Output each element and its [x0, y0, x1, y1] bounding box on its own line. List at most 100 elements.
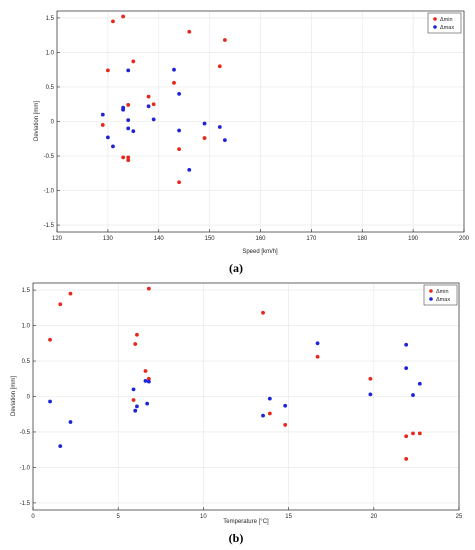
y-tick-label-a: 0 — [51, 120, 55, 126]
y-ticks-a: 1.5 1.0 0.5 0 -0.5 -1.0 -1.5 — [44, 16, 60, 229]
dmin-point-b — [146, 376, 151, 381]
dmax-point-b — [411, 393, 415, 397]
y-axis-label-a: Deviation [mm] — [34, 101, 40, 141]
dmin-point-a — [100, 123, 105, 127]
dmax-point-a — [100, 112, 105, 117]
y-tick-label-b: -1.0 — [20, 465, 31, 471]
y-tick-label-b: 0 — [27, 395, 31, 401]
legend-marker-dmax-a — [433, 25, 437, 29]
dmax-point-b — [135, 404, 139, 409]
dmax-point-a — [111, 144, 115, 149]
x-tick-label-b: 15 — [285, 514, 292, 520]
dmax-point-b — [283, 403, 288, 408]
y-tick-label-b: 1.0 — [22, 324, 31, 330]
x-tick-label-a: 150 — [205, 236, 216, 242]
chart-b: 0 5 10 15 20 25 1.5 1.0 0.5 0 -0.5 -1.0 -1.5 Temper… — [11, 282, 463, 545]
dmax-point-a — [177, 128, 182, 133]
dmin-point-b — [131, 398, 136, 402]
y-tick-label-a: 1.5 — [46, 16, 55, 22]
dmin-point-b — [68, 291, 73, 296]
y-tick-label-b: -1.5 — [20, 501, 31, 507]
y-tick-label-b: 0.5 — [22, 359, 31, 365]
dmin-point-b — [135, 332, 139, 337]
dmin-point-a — [187, 29, 192, 34]
dmin-point-a — [126, 158, 131, 163]
dmin-point-b — [267, 411, 272, 416]
legend-marker-dmin-a — [433, 17, 437, 21]
dmax-point-a — [151, 117, 156, 122]
dmax-point-a — [172, 67, 176, 72]
legend-label-dmin-a: Δmin — [440, 17, 453, 23]
dmax-point-b — [48, 399, 52, 404]
chart-a: 120 130 140 150 160 170 180 190 200 1.5 1.0 0.5 0 -0… — [34, 10, 470, 275]
dmin-point-a — [126, 155, 131, 160]
y-tick-label-a: 1.0 — [46, 50, 55, 56]
dmin-point-a — [121, 14, 126, 19]
points-a — [100, 14, 227, 185]
y-tick-label-b: 1.5 — [22, 288, 31, 294]
dmin-point-b — [146, 286, 151, 291]
axes-frame-b — [32, 282, 460, 511]
x-ticks-a: 120 130 140 150 160 170 180 190 200 — [52, 229, 470, 242]
dmin-point-b — [411, 431, 415, 436]
x-axis-label-a: Speed [km/h] — [242, 249, 278, 255]
dmax-point-b — [133, 408, 138, 413]
dmin-point-a — [131, 59, 136, 64]
dmin-point-a — [172, 80, 176, 85]
dmin-point-b — [368, 376, 373, 381]
dmin-point-a — [202, 136, 207, 140]
x-tick-label-b: 25 — [456, 514, 463, 520]
dmax-point-b — [315, 341, 320, 346]
dmax-point-a — [105, 135, 110, 140]
y-tick-label-a: -1.5 — [44, 223, 55, 229]
x-tick-label-a: 200 — [459, 236, 470, 242]
y-tick-label-a: -0.5 — [44, 154, 55, 160]
legend-marker-dmin-b — [429, 289, 433, 293]
dmax-point-b — [404, 366, 409, 371]
axes-frame-a — [56, 10, 465, 233]
legend-a: Δmin Δmax — [427, 12, 462, 34]
dmin-point-b — [404, 457, 409, 461]
dmax-point-a — [126, 126, 131, 131]
dmin-point-b — [261, 310, 265, 315]
dmin-point-a — [177, 180, 182, 185]
dmax-point-a — [202, 121, 207, 126]
dmin-point-a — [217, 64, 222, 69]
y-tick-label-a: 0.5 — [46, 85, 55, 91]
dmin-point-a — [111, 19, 115, 24]
dmax-point-a — [126, 118, 131, 123]
x-tick-label-a: 140 — [154, 236, 165, 242]
dmin-point-b — [58, 302, 63, 307]
legend-marker-dmax-b — [429, 297, 433, 301]
dmax-point-b — [404, 342, 409, 347]
dmax-point-b — [146, 379, 151, 384]
dmin-point-a — [126, 103, 131, 107]
dmin-point-b — [315, 354, 320, 359]
dmax-point-b — [143, 378, 148, 383]
dmin-point-a — [222, 38, 227, 42]
dmax-point-a — [222, 138, 227, 143]
dmin-point-b — [404, 434, 409, 439]
dmax-point-a — [146, 104, 151, 109]
dmax-point-b — [368, 392, 373, 397]
dmin-point-a — [121, 155, 126, 160]
dmin-point-a — [151, 102, 156, 107]
x-axis-label-b: Temperature [°C] — [223, 519, 269, 525]
y-tick-label-b: -0.5 — [20, 430, 31, 436]
dmin-point-b — [283, 422, 288, 427]
y-axis-label-b: Deviation [mm] — [11, 376, 17, 416]
panel-label-b: (b) — [229, 531, 244, 545]
dmax-point-b — [267, 396, 272, 401]
dmax-point-a — [126, 68, 131, 73]
dmin-point-a — [105, 68, 110, 73]
dmax-point-a — [131, 129, 136, 134]
dmax-point-a — [187, 167, 192, 172]
dmax-point-b — [58, 444, 63, 449]
legend-label-dmax-a: Δmax — [440, 25, 454, 31]
dmax-point-b — [261, 413, 265, 418]
dmin-point-b — [143, 369, 148, 373]
dmin-point-a — [146, 94, 151, 99]
legend-label-dmin-b: Δmin — [436, 289, 449, 295]
y-tick-label-a: -1.0 — [44, 189, 55, 195]
